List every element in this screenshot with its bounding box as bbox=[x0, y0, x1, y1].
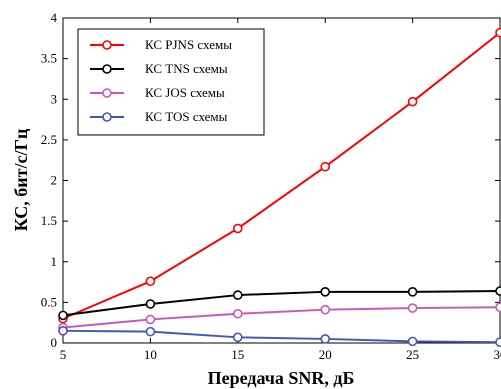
data-point bbox=[320, 304, 331, 315]
series-1 bbox=[58, 286, 501, 321]
data-point bbox=[145, 326, 156, 337]
legend-label: КС TNS схемы bbox=[145, 61, 228, 76]
series-line bbox=[62, 31, 501, 320]
data-point bbox=[407, 303, 418, 313]
data-point bbox=[58, 310, 68, 321]
series-lines bbox=[58, 27, 501, 347]
legend-marker bbox=[102, 40, 112, 50]
data-point bbox=[233, 223, 243, 234]
legend-item: КС TNS схемы bbox=[90, 61, 228, 76]
data-point bbox=[407, 287, 418, 297]
data-point bbox=[233, 332, 243, 343]
y-tick-label: 3.5 bbox=[41, 51, 57, 66]
data-point bbox=[407, 96, 418, 107]
y-tick-label: 2 bbox=[51, 173, 58, 188]
data-point bbox=[320, 161, 331, 172]
legend-marker bbox=[102, 64, 112, 74]
data-point bbox=[495, 27, 501, 38]
legend-item: КС PJNS схемы bbox=[90, 37, 232, 52]
x-tick-label: 15 bbox=[231, 347, 244, 362]
data-point bbox=[233, 290, 243, 300]
data-point bbox=[145, 299, 156, 309]
y-tick-label: 4 bbox=[51, 10, 58, 25]
y-tick-label: 2.5 bbox=[41, 132, 57, 147]
y-tick-label: 0.5 bbox=[41, 294, 57, 309]
x-tick-label: 25 bbox=[406, 347, 419, 362]
data-point bbox=[407, 336, 418, 347]
series-3 bbox=[58, 326, 501, 347]
legend-item: КС TOS схемы bbox=[90, 109, 228, 124]
y-tick-label: 0 bbox=[51, 335, 58, 350]
x-axis-label: Передача SNR, дБ bbox=[208, 368, 355, 388]
data-point bbox=[495, 302, 501, 313]
y-tick-label: 3 bbox=[51, 91, 58, 106]
y-tick-label: 1.5 bbox=[41, 213, 57, 228]
data-point bbox=[145, 276, 156, 287]
series-2 bbox=[58, 302, 501, 333]
data-point bbox=[145, 314, 156, 325]
series-0 bbox=[58, 27, 501, 324]
series-line bbox=[62, 290, 501, 317]
x-tick-label: 30 bbox=[494, 347, 501, 362]
data-point bbox=[320, 287, 331, 297]
data-point bbox=[495, 337, 501, 347]
data-point bbox=[495, 286, 501, 296]
legend-marker bbox=[102, 88, 112, 98]
legend: КС PJNS схемы КС TNS схемы КС JOS схемы КС … bbox=[77, 28, 265, 136]
y-axis-label: КС, бит/с/Гц bbox=[11, 128, 31, 231]
x-tick-label: 10 bbox=[144, 347, 157, 362]
series-line bbox=[62, 329, 501, 344]
y-tick-label: 1 bbox=[51, 254, 58, 269]
data-point bbox=[320, 334, 331, 344]
x-tick-label: 20 bbox=[319, 347, 332, 362]
legend-label: КС TOS схемы bbox=[145, 109, 228, 124]
x-tick-label: 5 bbox=[60, 347, 67, 362]
legend-label: КС JOS схемы bbox=[145, 85, 225, 100]
data-point bbox=[233, 308, 243, 319]
axis-ticks: 5 10 15 20 25 30 0 0.5 1 1.5 2 2.5 3 3.5 4 bbox=[41, 10, 501, 362]
data-point bbox=[58, 326, 68, 336]
legend-label: КС PJNS схемы bbox=[145, 37, 232, 52]
legend-item: КС JOS схемы bbox=[90, 85, 225, 100]
series-line bbox=[62, 306, 501, 329]
legend-marker bbox=[102, 112, 112, 122]
